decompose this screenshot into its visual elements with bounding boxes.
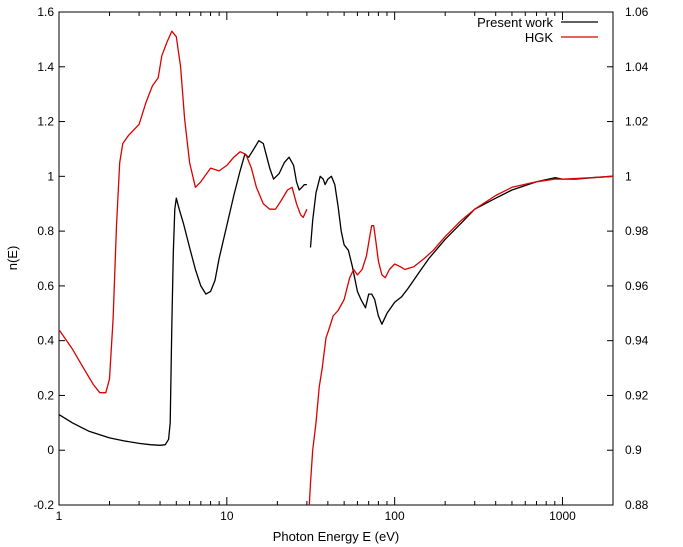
y-tick-label: 0.2: [37, 388, 54, 402]
legend-label-hgk: HGK: [525, 30, 554, 45]
y2-tick-label: 0.96: [625, 279, 649, 293]
y2-tick-label: 0.98: [625, 224, 649, 238]
x-tick-label: 1000: [549, 509, 576, 523]
y-tick-label: 1: [47, 169, 54, 183]
y2-tick-label: 1.04: [625, 60, 649, 74]
series-line-present-work: [58, 140, 307, 446]
y2-tick-label: 0.92: [625, 388, 649, 402]
y-tick-label: 1.6: [37, 5, 54, 19]
legend-label-present-work: Present work: [477, 15, 553, 30]
y2-tick-label: 0.88: [625, 498, 649, 512]
series-line-hgk: [308, 175, 614, 506]
axis-ticks: [58, 11, 614, 506]
series-line-present-work: [309, 175, 614, 325]
x-axis-title: Photon Energy E (eV): [273, 529, 399, 544]
x-tick-label: 100: [385, 509, 405, 523]
y2-tick-label: 1.02: [625, 115, 649, 129]
y-tick-label: 0: [47, 443, 54, 457]
series-line-hgk: [58, 30, 308, 394]
y2-tick-label: 0.9: [625, 443, 642, 457]
y2-tick-label: 1.06: [625, 5, 649, 19]
y2-tick-label: 1: [625, 169, 632, 183]
y-axis-title: n(E): [5, 246, 20, 271]
series-lines: [58, 30, 614, 506]
plot-frame: [58, 11, 614, 506]
y-tick-label: 1.4: [37, 60, 54, 74]
y-tick-label: 0.4: [37, 334, 54, 348]
y-tick-label: -0.2: [33, 498, 54, 512]
y-tick-label: 0.8: [37, 224, 54, 238]
legend: Present work HGK: [477, 15, 598, 45]
tick-labels: -0.2 0 0.2 0.4 0.6 0.8 1 1.2 1.4 1.6 0.88 0.9 0.92 0.…: [33, 5, 648, 523]
y-tick-label: 1.2: [37, 115, 54, 129]
x-tick-label: 1: [56, 509, 63, 523]
x-tick-label: 10: [220, 509, 234, 523]
y2-tick-label: 0.94: [625, 334, 649, 348]
y-tick-label: 0.6: [37, 279, 54, 293]
